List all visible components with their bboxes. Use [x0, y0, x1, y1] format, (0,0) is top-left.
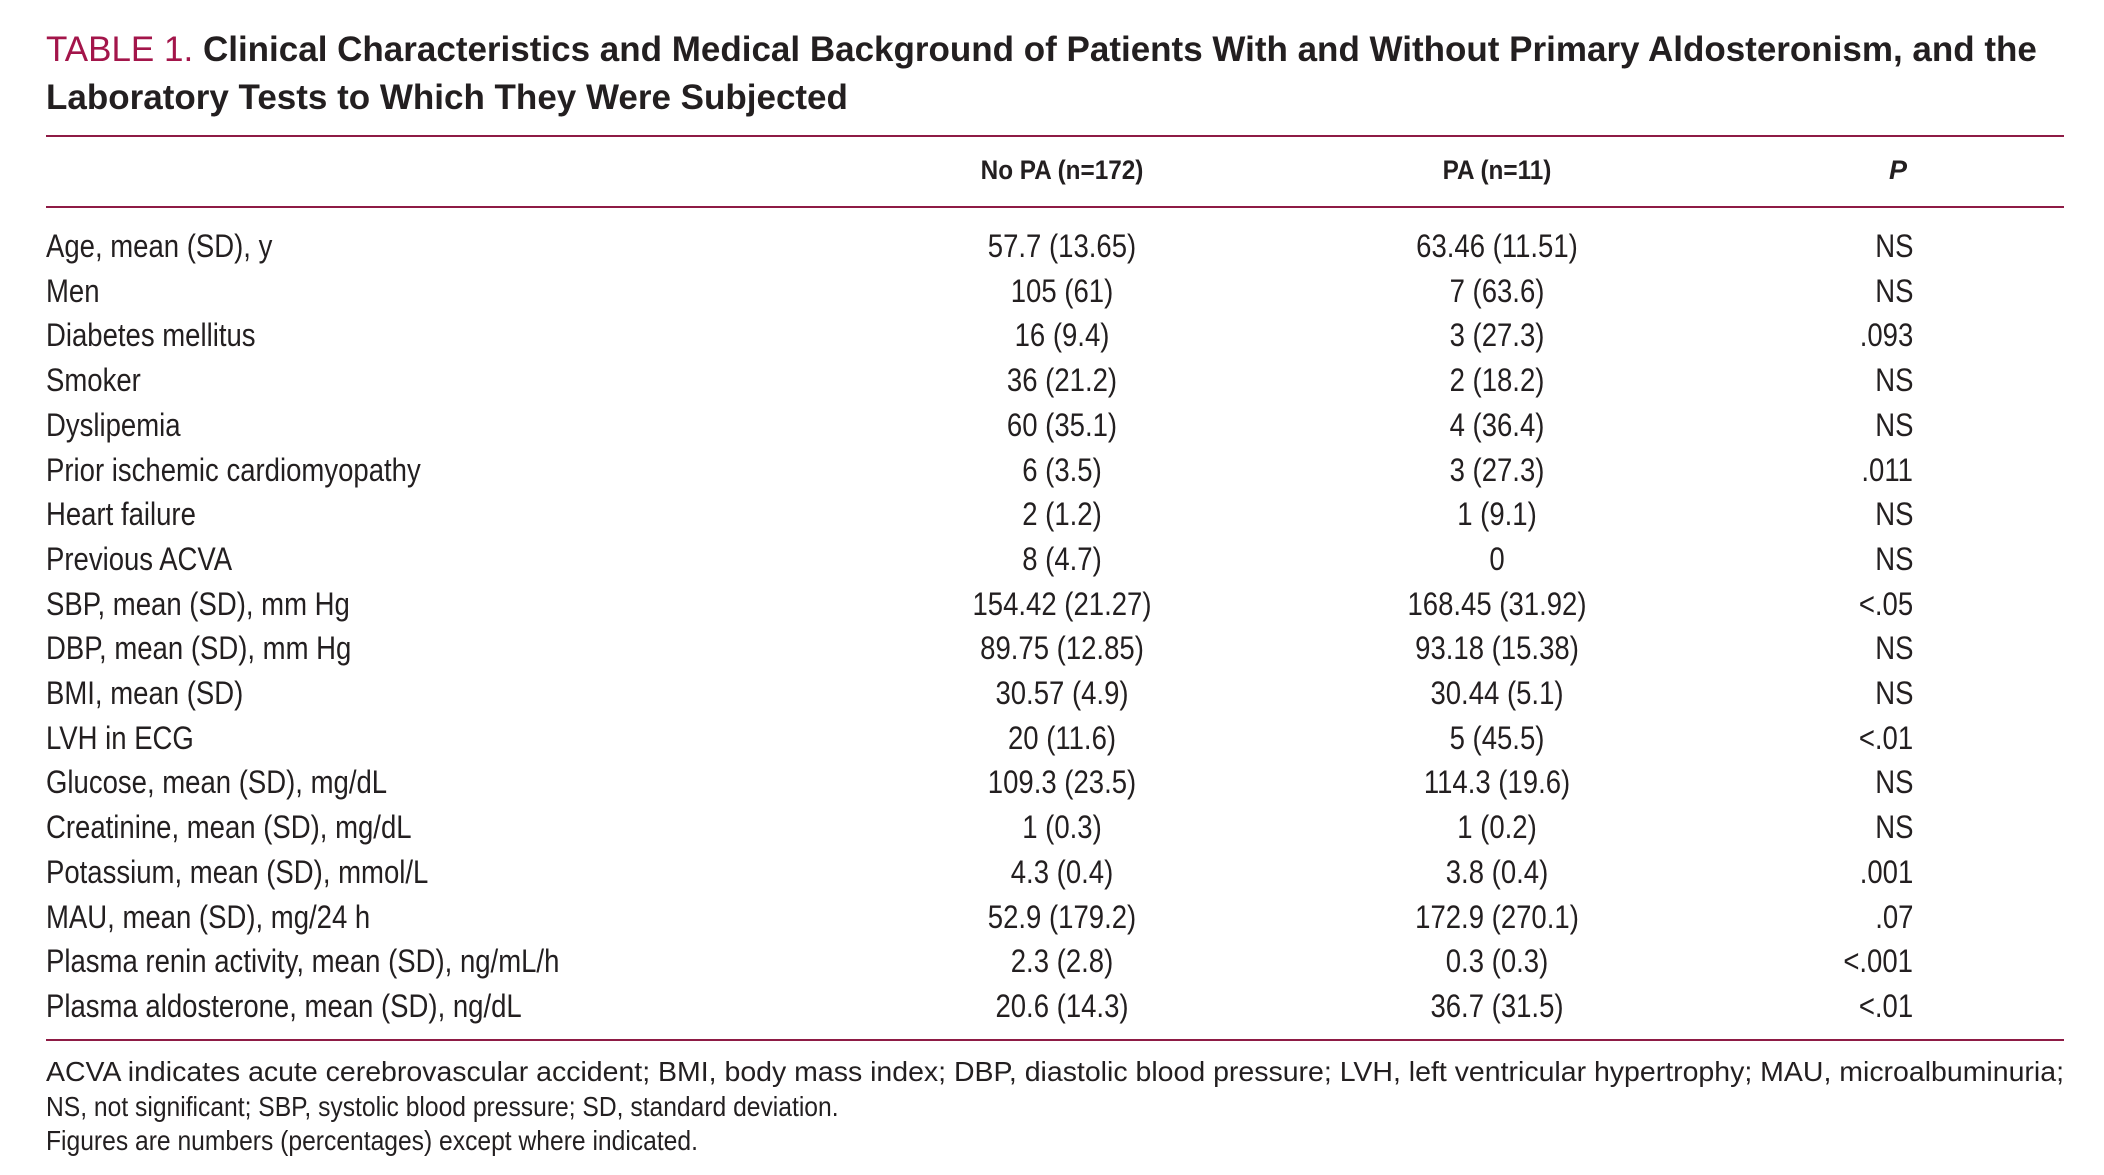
cell-value: 154.42 (21.27)	[972, 585, 1152, 622]
bottom-rule	[46, 1039, 2064, 1041]
cell-value: NS	[1874, 406, 1913, 443]
row-label: BMI, mean (SD)	[46, 675, 244, 711]
row-label: Age, mean (SD), y	[46, 228, 273, 264]
cell-value: <.01	[1858, 987, 1913, 1024]
cell-value: 168.45 (31.92)	[1407, 585, 1587, 622]
cell-value: 7 (63.6)	[1449, 272, 1545, 309]
cell-value: 63.46 (11.51)	[1416, 228, 1578, 264]
cell-value: NS	[1874, 228, 1913, 264]
row-label: Potassium, mean (SD), mmol/L	[46, 853, 429, 890]
cell-value: 5 (45.5)	[1449, 719, 1545, 756]
cell-value: 60 (35.1)	[1006, 406, 1118, 443]
cell-value: 0	[1489, 540, 1505, 577]
cell-value: NS	[1874, 496, 1913, 533]
cell-value: 3 (27.3)	[1449, 317, 1545, 354]
cell-value: <.01	[1858, 719, 1913, 756]
cell-value: <.001	[1843, 943, 1913, 980]
cell-value: 6 (3.5)	[1022, 451, 1102, 488]
cell-value: 4 (36.4)	[1449, 406, 1545, 443]
row-label: Prior ischemic cardiomyopathy	[46, 451, 421, 488]
cell-value: .001	[1859, 853, 1913, 890]
cell-value: 3.8 (0.4)	[1445, 853, 1549, 890]
cell-value: NS	[1874, 630, 1913, 667]
cell-value: 114.3 (19.6)	[1423, 764, 1571, 801]
cell-value: 1 (0.3)	[1022, 809, 1102, 846]
row-label: MAU, mean (SD), mg/24 h	[46, 898, 371, 935]
row-label: Diabetes mellitus	[46, 317, 256, 354]
cell-value: 16 (9.4)	[1014, 317, 1110, 354]
row-label: Smoker	[46, 362, 141, 399]
header-rule	[46, 206, 2064, 208]
cell-value: 0.3 (0.3)	[1445, 943, 1549, 980]
row-label: Plasma aldosterone, mean (SD), ng/dL	[46, 987, 522, 1024]
row-label: Previous ACVA	[46, 540, 233, 577]
cell-value: .07	[1874, 898, 1913, 935]
footnote: Figures are numbers (percentages) except…	[46, 1125, 698, 1156]
cell-value: NS	[1874, 764, 1913, 801]
table-title: TABLE 1. Clinical Characteristics and Me…	[46, 26, 2076, 122]
row-label: Creatinine, mean (SD), mg/dL	[46, 809, 412, 846]
cell-value: <.05	[1858, 585, 1913, 622]
cell-value: 89.75 (12.85)	[980, 630, 1144, 667]
cell-value: .093	[1859, 317, 1913, 354]
cell-value: .011	[1861, 451, 1913, 488]
cell-value: 2 (1.2)	[1022, 496, 1102, 533]
row-label: Dyslipemia	[46, 406, 181, 443]
cell-value: NS	[1874, 675, 1913, 711]
cell-value: 93.18 (15.38)	[1415, 630, 1579, 667]
title-label: TABLE 1.	[46, 30, 194, 69]
column-header: No PA (n=172)	[980, 155, 1144, 185]
cell-value: 2 (18.2)	[1449, 362, 1545, 399]
row-label: Glucose, mean (SD), mg/dL	[46, 764, 388, 801]
cell-value: 3 (27.3)	[1449, 451, 1545, 488]
cell-value: 2.3 (2.8)	[1010, 943, 1114, 980]
cell-value: 8 (4.7)	[1022, 540, 1102, 577]
cell-value: 4.3 (0.4)	[1010, 853, 1114, 890]
cell-value: 36.7 (31.5)	[1430, 987, 1564, 1024]
column-header: P	[1889, 155, 1908, 185]
cell-value: 20 (11.6)	[1007, 719, 1117, 756]
column-header: PA (n=11)	[1442, 155, 1552, 185]
cell-value: 30.44 (5.1)	[1430, 675, 1564, 711]
cell-value: 30.57 (4.9)	[995, 675, 1129, 711]
cell-value: 1 (9.1)	[1457, 496, 1537, 533]
title-text: Clinical Characteristics and Medical Bac…	[46, 30, 2037, 117]
cell-value: 52.9 (179.2)	[987, 898, 1137, 935]
cell-value: 105 (61)	[1010, 272, 1114, 309]
cell-value: NS	[1874, 362, 1913, 399]
cell-value: 172.9 (270.1)	[1415, 898, 1579, 935]
cell-value: NS	[1874, 809, 1913, 846]
row-label: Heart failure	[46, 496, 196, 533]
cell-value: NS	[1874, 540, 1913, 577]
row-label: SBP, mean (SD), mm Hg	[46, 585, 350, 622]
footnote: NS, not significant; SBP, systolic blood…	[46, 1090, 839, 1122]
footnote: ACVA indicates acute cerebrovascular acc…	[46, 1056, 2064, 1087]
cell-value: 1 (0.2)	[1457, 809, 1537, 846]
row-label: DBP, mean (SD), mm Hg	[46, 630, 352, 667]
cell-value: 109.3 (23.5)	[987, 764, 1137, 801]
cell-value: NS	[1874, 272, 1913, 309]
cell-value: 57.7 (13.65)	[987, 228, 1137, 264]
cell-value: 20.6 (14.3)	[995, 987, 1129, 1024]
top-rule	[46, 135, 2064, 137]
row-label: Men	[46, 272, 100, 309]
cell-value: 36 (21.2)	[1006, 362, 1118, 399]
row-label: Plasma renin activity, mean (SD), ng/mL/…	[46, 943, 560, 980]
row-label: LVH in ECG	[46, 719, 194, 756]
